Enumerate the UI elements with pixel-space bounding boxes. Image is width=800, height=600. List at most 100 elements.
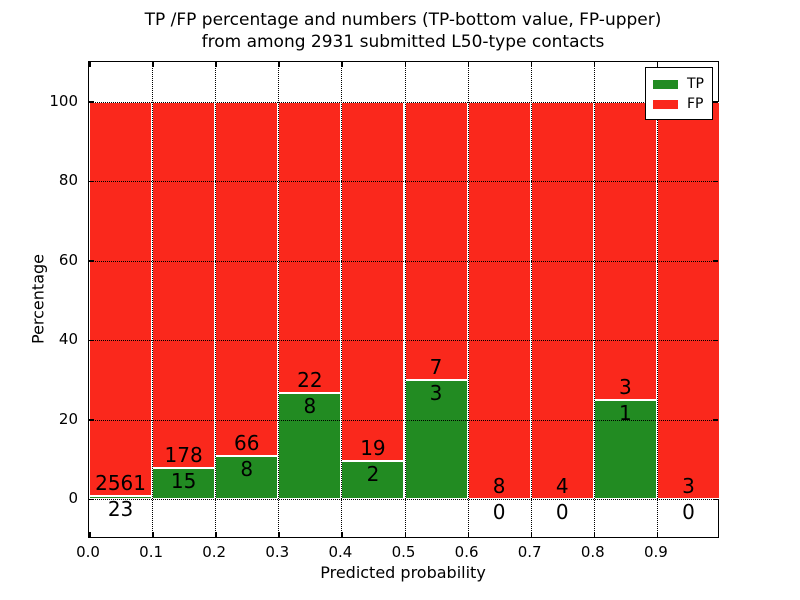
x-tick-mark	[278, 532, 280, 537]
tp-count-label: 1	[618, 400, 632, 425]
fp-count-label: 178	[164, 443, 203, 468]
x-tick-label: 0.2	[202, 543, 227, 561]
fp-count-label: 7	[429, 355, 443, 379]
fp-count-label: 22	[297, 368, 323, 393]
x-tick-label: 0.3	[265, 543, 290, 561]
y-tick-label: 100	[49, 91, 78, 110]
x-tick-label: 0.1	[139, 543, 164, 561]
x-tick-mark	[341, 532, 343, 537]
fp-bar	[404, 101, 468, 380]
x-tick-mark	[215, 532, 217, 537]
tp-bar	[341, 461, 405, 500]
tp-count-label: 8	[240, 457, 254, 482]
fp-bar	[278, 101, 342, 394]
x-tick-mark	[89, 532, 91, 537]
y-gridline	[89, 101, 718, 103]
y-tick-label: 20	[58, 409, 78, 428]
fp-bar	[593, 101, 657, 400]
fp-bar	[656, 101, 720, 500]
tp-count-label: 3	[429, 381, 443, 405]
y-tick-mark-right	[713, 498, 718, 500]
fp-bar	[467, 101, 531, 500]
y-tick-mark-right	[713, 339, 718, 341]
plot-area: 2561 23 178 15 66 8 22 8 19 2 7 3 8 0 4 0 3 1 3 0 TP FP	[88, 61, 720, 538]
tp-bar	[89, 495, 153, 500]
x-tick-mark	[404, 532, 406, 537]
y-tick-label: 0	[68, 489, 78, 508]
tp-count-label: 8	[303, 394, 317, 419]
fp-count-label: 3	[618, 374, 632, 399]
x-gridline	[404, 62, 406, 537]
y-tick-mark-right	[713, 101, 718, 103]
x-gridline	[656, 62, 658, 537]
y-tick-label: 60	[58, 250, 78, 269]
y-tick-mark	[89, 101, 94, 103]
tp-count-label: 0	[682, 500, 695, 525]
x-tick-mark-top	[404, 62, 406, 67]
tp-count-label: 0	[492, 500, 506, 525]
tp-bar	[404, 380, 468, 500]
y-gridline	[89, 340, 718, 342]
x-tick-mark-top	[341, 62, 343, 67]
fp-bar	[89, 101, 153, 496]
y-gridline	[89, 499, 718, 501]
x-tick-mark	[593, 532, 596, 537]
x-tick-mark-top	[656, 62, 659, 67]
x-gridline	[341, 62, 343, 537]
y-gridline	[89, 260, 718, 262]
y-gridline	[89, 419, 718, 421]
fp-bar	[530, 101, 594, 500]
y-tick-mark	[89, 180, 94, 182]
tp-legend-label: TP	[687, 76, 704, 92]
y-tick-mark-right	[713, 180, 718, 182]
fp-legend-swatch	[653, 99, 678, 109]
y-tick-mark	[89, 419, 94, 421]
x-gridline	[593, 62, 595, 537]
legend: TP FP	[645, 67, 713, 120]
y-gridline	[89, 181, 718, 183]
x-tick-mark	[656, 532, 659, 537]
x-gridline	[467, 62, 469, 537]
tp-count-label: 2	[366, 462, 380, 487]
fp-count-label: 19	[360, 436, 386, 461]
y-tick-label: 80	[58, 171, 78, 190]
x-tick-label: 0.0	[76, 543, 100, 561]
x-gridline	[278, 62, 280, 537]
fp-count-label: 66	[234, 431, 260, 456]
tp-bar	[278, 393, 342, 500]
tp-count-label: 0	[555, 500, 569, 525]
tp-count-label: 15	[170, 469, 197, 494]
chart-title-line1: TP /FP percentage and numbers (TP-bottom…	[144, 10, 662, 30]
x-gridline	[215, 62, 217, 537]
fp-count-label: 8	[492, 474, 506, 499]
x-tick-label: 0.9	[643, 543, 668, 561]
y-tick-mark-right	[713, 260, 718, 262]
legend-entry-fp: FP	[653, 94, 705, 114]
fp-bar	[341, 101, 405, 462]
y-tick-mark	[89, 339, 94, 341]
y-tick-label: 40	[58, 330, 78, 349]
x-tick-mark-top	[278, 62, 280, 67]
y-tick-mark-right	[713, 419, 718, 421]
chart-title: TP /FP percentage and numbers (TP-bottom…	[3, 9, 800, 53]
x-tick-mark	[467, 532, 470, 537]
fp-bar	[152, 101, 216, 469]
x-tick-mark	[530, 532, 533, 537]
x-tick-label: 0.7	[517, 543, 542, 561]
x-tick-label: 0.8	[580, 543, 605, 561]
x-tick-mark-top	[215, 62, 217, 67]
x-tick-mark-top	[152, 62, 154, 67]
x-tick-mark-top	[593, 62, 596, 67]
x-gridline	[152, 62, 154, 537]
chart-title-line2: from among 2931 submitted L50-type conta…	[201, 32, 605, 52]
y-tick-mark	[89, 260, 94, 262]
fp-count-label: 2561	[95, 470, 146, 495]
x-tick-mark-top	[467, 62, 470, 67]
x-tick-mark-top	[530, 62, 533, 67]
tp-count-label: 23	[107, 496, 134, 521]
x-gridline	[530, 62, 532, 537]
y-tick-mark	[89, 498, 94, 500]
fp-bar	[215, 101, 279, 457]
fp-count-label: 3	[682, 474, 695, 499]
